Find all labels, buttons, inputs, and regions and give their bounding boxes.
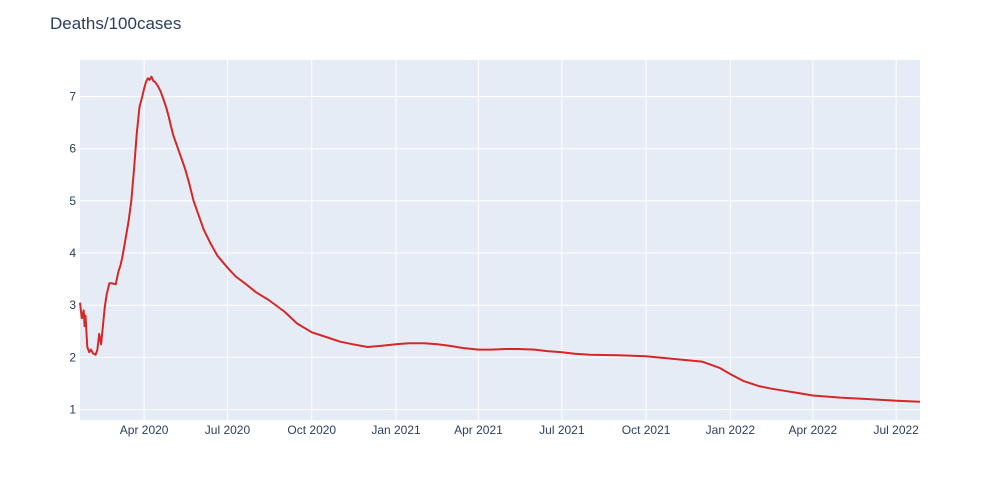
x-tick-label: Oct 2021	[622, 423, 671, 437]
y-tick-label: 6	[69, 142, 76, 156]
y-tick-label: 1	[69, 403, 76, 417]
y-tick-label: 3	[69, 298, 76, 312]
y-axis-ticks: 1 2 3 4 5 6 7	[69, 90, 76, 417]
x-axis-ticks: Apr 2020 Jul 2020 Oct 2020 Jan 2021 Apr 2021…	[120, 423, 919, 437]
y-tick-label: 4	[69, 246, 76, 260]
y-tick-label: 5	[69, 194, 76, 208]
series-line	[79, 75, 921, 403]
series-group	[79, 75, 921, 403]
y-tick-label: 7	[69, 90, 76, 104]
x-tick-label: Jan 2022	[706, 423, 756, 437]
plot-area	[80, 60, 920, 420]
y-tick-label: 2	[69, 350, 76, 364]
chart-title: Deaths/100cases	[50, 14, 182, 33]
x-tick-label: Jul 2022	[873, 423, 919, 437]
x-tick-label: Oct 2020	[287, 423, 336, 437]
x-tick-label: Jul 2020	[205, 423, 251, 437]
x-tick-label: Jul 2021	[539, 423, 585, 437]
x-tick-label: Apr 2022	[788, 423, 837, 437]
x-tick-label: Jan 2021	[371, 423, 421, 437]
x-gridlines	[143, 60, 897, 420]
y-gridlines	[80, 96, 920, 411]
x-tick-label: Apr 2020	[120, 423, 169, 437]
x-tick-label: Apr 2021	[454, 423, 503, 437]
